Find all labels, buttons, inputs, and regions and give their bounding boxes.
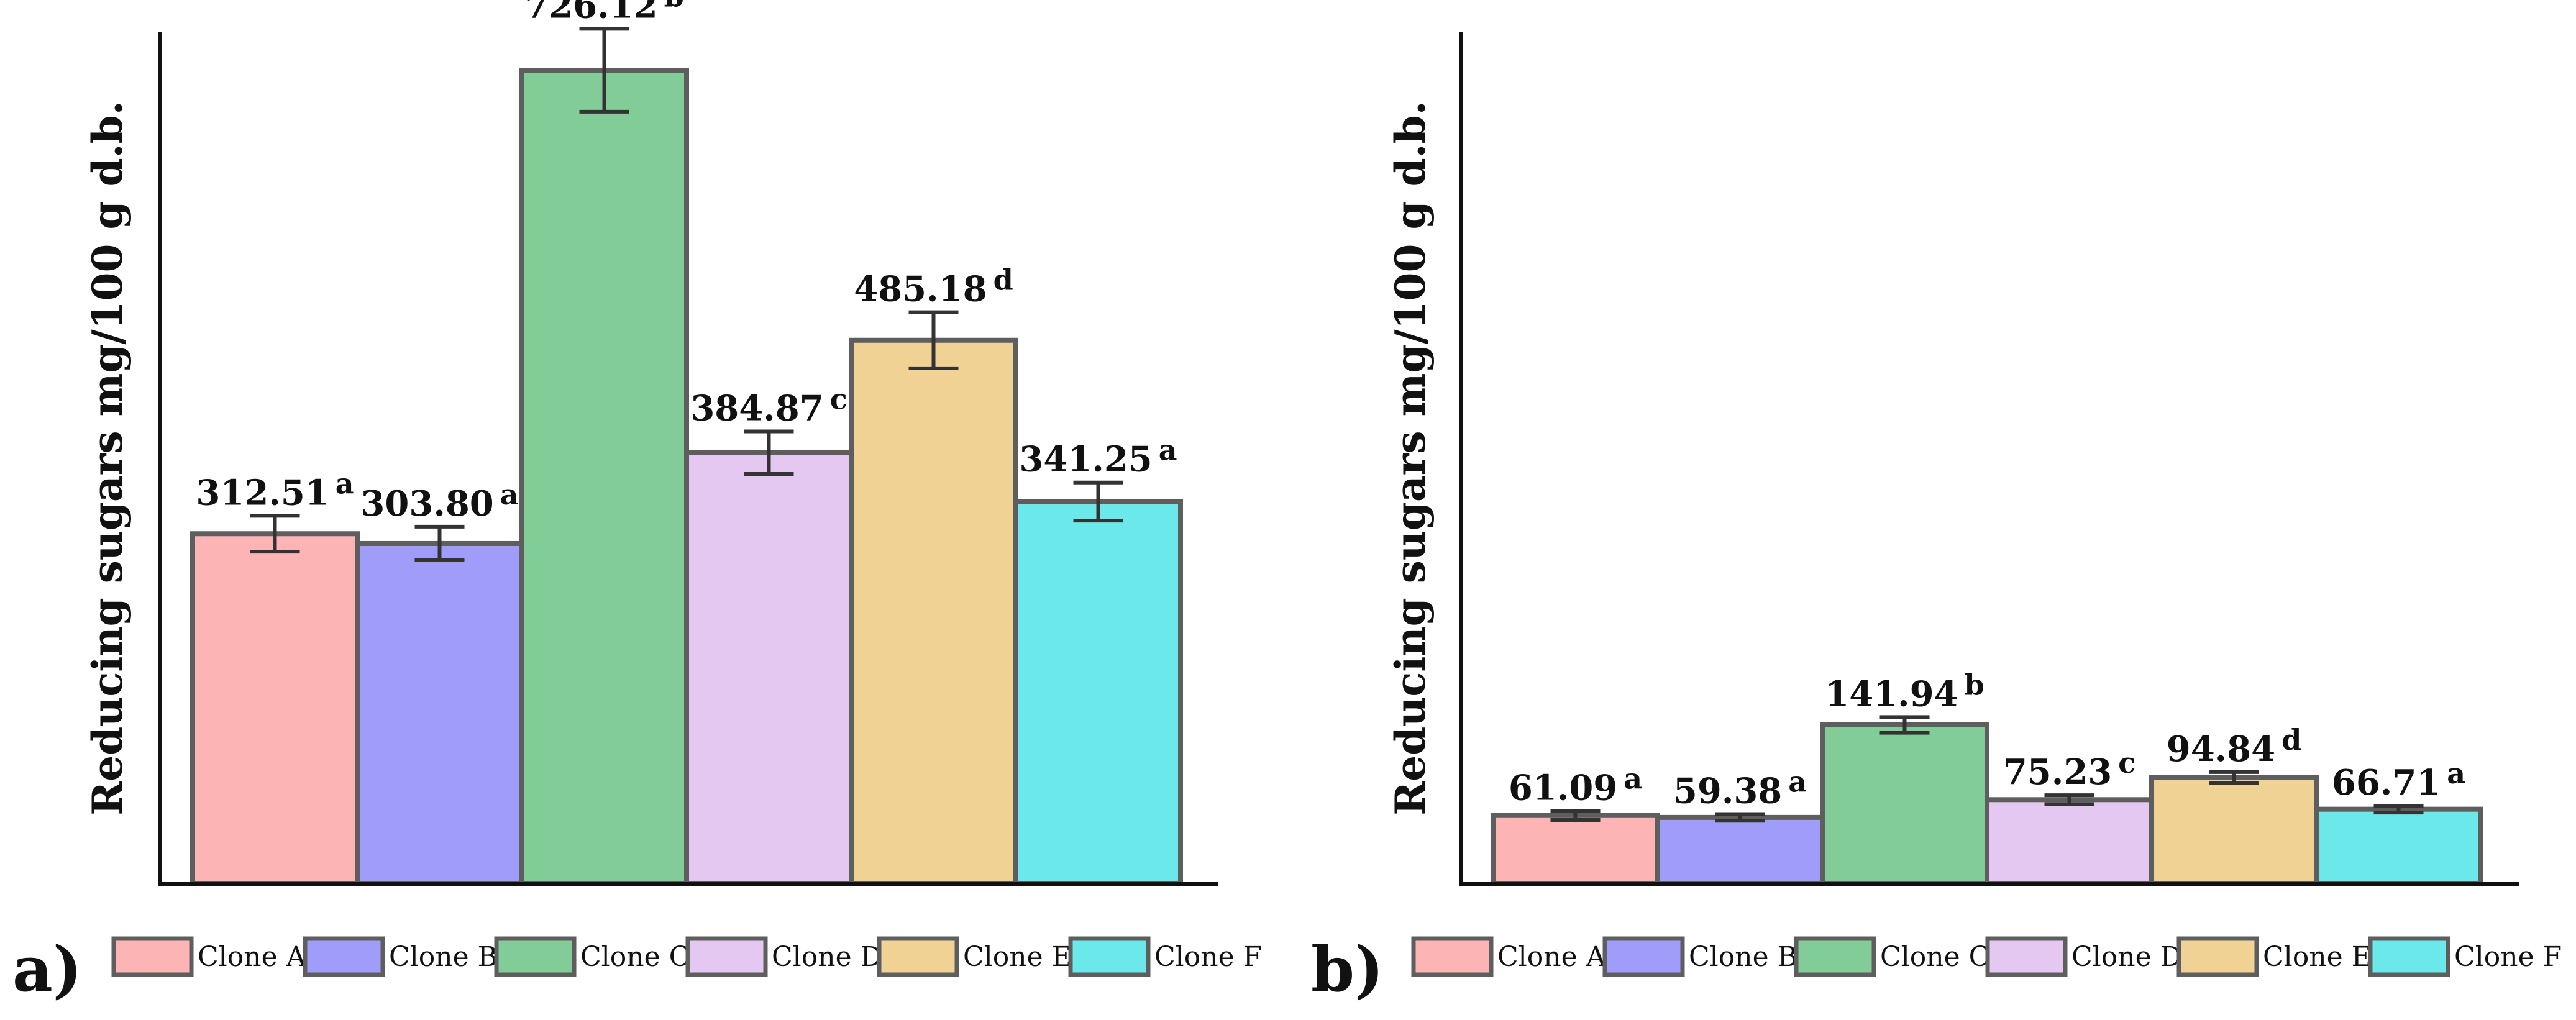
legend-swatch <box>111 936 194 977</box>
y-axis-label: Reducing sugars mg/100 g d.b. <box>83 101 132 816</box>
data-label-value: 341.25 <box>1019 439 1152 480</box>
legend-swatch <box>303 936 385 977</box>
data-label: 384.87 c <box>690 382 847 429</box>
legend-swatch <box>1411 936 1494 977</box>
data-label: 94.84 d <box>2167 723 2302 770</box>
data-label: 341.25 a <box>1019 434 1177 480</box>
data-label: 726.12 b <box>524 0 684 26</box>
legend-swatch <box>685 936 768 977</box>
significance-letter: a <box>1788 765 1807 798</box>
legend-entry: Clone E <box>2263 941 2372 973</box>
data-label-value: 312.51 <box>196 472 329 513</box>
data-label: 485.18 d <box>854 263 1013 310</box>
data-label: 141.94 b <box>1825 668 1985 714</box>
data-label: 66.71 a <box>2332 757 2465 803</box>
bar-clone-a <box>1491 813 1660 887</box>
data-label-value: 75.23 <box>2003 752 2112 793</box>
legend-entry: Clone E <box>963 941 1072 973</box>
data-label-value: 485.18 <box>854 269 987 310</box>
data-label-value: 384.87 <box>690 388 823 429</box>
data-label-value: 59.38 <box>1673 770 1782 811</box>
legend-entry: Clone A <box>1497 941 1607 973</box>
bar-clone-f <box>1013 499 1183 886</box>
y-axis-label: Reducing sugars mg/100 g d.b. <box>1386 101 1435 816</box>
significance-letter: a <box>336 467 354 500</box>
bar-clone-c <box>1820 722 1989 887</box>
significance-letter: a <box>1624 762 1642 796</box>
significance-letter: a <box>500 478 519 511</box>
bar-clone-e <box>2149 775 2319 886</box>
data-label-value: 141.94 <box>1825 673 1958 714</box>
bar-clone-b <box>355 540 524 886</box>
legend-entry: Clone F <box>1154 941 1262 973</box>
legend-entry: Clone D <box>772 941 882 973</box>
data-label: 303.80 a <box>360 478 518 524</box>
legend-entry: Clone B <box>1689 941 1797 973</box>
data-label-value: 726.12 <box>524 0 657 26</box>
data-label: 59.38 a <box>1673 765 1807 811</box>
legend-swatch <box>877 936 959 977</box>
significance-letter: d <box>993 263 1013 297</box>
data-label: 61.09 a <box>1509 762 1642 809</box>
legend-entry: Clone D <box>2071 941 2182 973</box>
data-label-value: 66.71 <box>2332 762 2441 803</box>
data-label-value: 303.80 <box>360 483 493 524</box>
data-label: 312.51 a <box>196 467 354 513</box>
panel-label: a) <box>12 932 82 1006</box>
significance-letter: b <box>664 0 684 13</box>
legend-entry: Clone F <box>2454 941 2562 973</box>
significance-letter: a <box>1159 434 1177 467</box>
legend-swatch <box>494 936 577 977</box>
data-label-value: 94.84 <box>2167 729 2275 770</box>
panel-label: b) <box>1311 932 1384 1006</box>
legend-swatch <box>2368 936 2450 977</box>
legend-swatch <box>1794 936 1876 977</box>
bar-clone-c <box>519 68 689 886</box>
legend-entry: Clone B <box>389 941 498 973</box>
bar-clone-f <box>2314 806 2483 887</box>
legend-entry: Clone A <box>198 941 307 973</box>
significance-letter: d <box>2281 723 2301 757</box>
significance-letter: c <box>830 382 847 416</box>
data-label: 75.23 c <box>2003 746 2135 793</box>
bar-clone-a <box>190 531 360 886</box>
bar-clone-b <box>1655 814 1825 886</box>
significance-letter: a <box>2447 757 2465 790</box>
legend-entry: Clone C <box>580 941 690 973</box>
bar-clone-d <box>684 450 854 886</box>
legend-swatch <box>1985 936 2068 977</box>
legend-swatch <box>1602 936 1685 977</box>
legend-swatch <box>2176 936 2259 977</box>
legend-swatch <box>1068 936 1151 977</box>
data-label-value: 61.09 <box>1509 768 1617 809</box>
significance-letter: c <box>2118 746 2135 780</box>
bar-clone-e <box>849 337 1018 886</box>
significance-letter: b <box>1965 668 1985 701</box>
legend-entry: Clone C <box>1880 941 1989 973</box>
bar-clone-d <box>1985 797 2154 887</box>
